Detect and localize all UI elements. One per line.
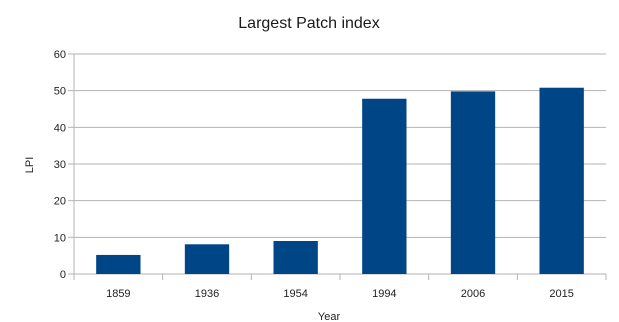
bar-1859 [96,254,141,274]
x-tick-label: 1936 [195,288,219,300]
bars [96,87,584,275]
y-tick-label: 20 [54,196,66,208]
y-tick-label: 60 [54,49,66,61]
x-tick-label: 1954 [283,288,307,300]
bar-2006 [450,91,496,275]
y-tick-label: 30 [54,159,66,171]
x-tick-labels: 1859 1936 1954 1994 2006 2015 [106,288,574,300]
y-tick-label: 40 [54,122,66,134]
chart-title: Largest Patch index [238,15,379,32]
x-tick-label: 1859 [106,288,130,300]
y-tick-label: 0 [60,269,66,281]
y-tick-label: 10 [54,232,66,244]
bar-1954 [273,241,318,274]
y-tick-label: 50 [54,86,66,98]
gridlines [68,53,607,280]
x-tick-label: 2015 [549,288,573,300]
bar-2015 [539,87,584,274]
y-tick-labels: 0 10 20 30 40 50 60 [54,49,66,281]
x-tick-label: 2006 [461,288,485,300]
y-axis-label: LPI [24,157,36,174]
bar-1994 [362,98,407,274]
bar-1936 [184,244,230,274]
x-axis-label: Year [318,311,341,322]
x-tick-label: 1994 [372,288,396,300]
